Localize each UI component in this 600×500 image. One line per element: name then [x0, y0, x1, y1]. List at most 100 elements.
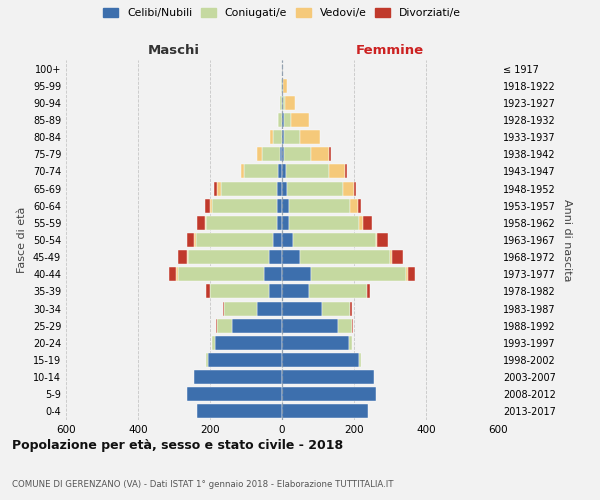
Bar: [197, 404, 282, 418]
Bar: [282, 370, 374, 384]
Bar: [205, 198, 210, 212]
Bar: [277, 198, 282, 212]
Bar: [291, 113, 309, 127]
Bar: [282, 404, 368, 418]
Bar: [282, 336, 349, 350]
Bar: [311, 148, 329, 162]
Bar: [282, 250, 300, 264]
Bar: [329, 148, 331, 162]
Bar: [277, 182, 282, 196]
Bar: [244, 164, 278, 178]
Bar: [178, 268, 264, 281]
Bar: [376, 233, 377, 247]
Bar: [359, 353, 361, 367]
Bar: [282, 268, 311, 281]
Bar: [262, 148, 280, 162]
Bar: [232, 318, 282, 332]
Bar: [282, 78, 283, 92]
Bar: [300, 130, 320, 144]
Bar: [406, 268, 408, 281]
Bar: [283, 96, 284, 110]
Bar: [282, 353, 359, 367]
Bar: [293, 233, 376, 247]
Bar: [281, 78, 282, 92]
Bar: [311, 268, 406, 281]
Bar: [358, 198, 361, 212]
Bar: [367, 284, 370, 298]
Bar: [392, 250, 403, 264]
Bar: [187, 233, 194, 247]
Text: Femmine: Femmine: [356, 44, 424, 57]
Bar: [349, 336, 352, 350]
Bar: [309, 284, 367, 298]
Text: Popolazione per età, sesso e stato civile - 2018: Popolazione per età, sesso e stato civil…: [12, 440, 343, 452]
Bar: [197, 216, 205, 230]
Bar: [280, 96, 282, 110]
Bar: [188, 250, 269, 264]
Bar: [286, 164, 329, 178]
Bar: [210, 198, 212, 212]
Bar: [359, 216, 363, 230]
Bar: [205, 216, 206, 230]
Bar: [408, 268, 415, 281]
Bar: [221, 182, 277, 196]
Bar: [257, 302, 282, 316]
Bar: [270, 130, 273, 144]
Bar: [269, 250, 282, 264]
Bar: [282, 388, 376, 402]
Bar: [352, 318, 353, 332]
Bar: [282, 96, 283, 110]
Bar: [264, 268, 282, 281]
Bar: [194, 370, 282, 384]
Bar: [277, 216, 282, 230]
Bar: [282, 130, 284, 144]
Bar: [343, 182, 354, 196]
Bar: [345, 164, 347, 178]
Bar: [206, 216, 277, 230]
Bar: [377, 233, 388, 247]
Bar: [212, 198, 277, 212]
Text: Maschi: Maschi: [148, 44, 200, 57]
Bar: [223, 302, 224, 316]
Text: COMUNE DI GERENZANO (VA) - Dati ISTAT 1° gennaio 2018 - Elaborazione TUTTITALIA.: COMUNE DI GERENZANO (VA) - Dati ISTAT 1°…: [12, 480, 394, 489]
Bar: [282, 148, 284, 162]
Bar: [196, 233, 273, 247]
Bar: [176, 268, 178, 281]
Bar: [224, 302, 257, 316]
Bar: [287, 182, 343, 196]
Bar: [212, 336, 215, 350]
Y-axis label: Fasce di età: Fasce di età: [17, 207, 27, 273]
Bar: [363, 216, 372, 230]
Bar: [206, 284, 210, 298]
Bar: [217, 318, 232, 332]
Bar: [269, 284, 282, 298]
Bar: [350, 198, 358, 212]
Bar: [282, 216, 289, 230]
Bar: [280, 148, 282, 162]
Bar: [354, 182, 356, 196]
Bar: [390, 250, 392, 264]
Bar: [289, 216, 359, 230]
Bar: [278, 113, 282, 127]
Bar: [241, 164, 244, 178]
Bar: [217, 182, 221, 196]
Legend: Celibi/Nubili, Coniugati/e, Vedovi/e, Divorziati/e: Celibi/Nubili, Coniugati/e, Vedovi/e, Di…: [103, 8, 461, 18]
Bar: [283, 78, 287, 92]
Y-axis label: Anni di nascita: Anni di nascita: [562, 198, 572, 281]
Bar: [187, 250, 188, 264]
Bar: [278, 164, 282, 178]
Bar: [282, 182, 287, 196]
Bar: [178, 250, 187, 264]
Bar: [300, 250, 390, 264]
Bar: [284, 148, 311, 162]
Bar: [194, 233, 196, 247]
Bar: [284, 96, 295, 110]
Bar: [208, 353, 282, 367]
Bar: [282, 113, 284, 127]
Bar: [329, 164, 345, 178]
Bar: [273, 130, 282, 144]
Bar: [282, 284, 309, 298]
Bar: [187, 388, 282, 402]
Bar: [273, 233, 282, 247]
Bar: [169, 268, 176, 281]
